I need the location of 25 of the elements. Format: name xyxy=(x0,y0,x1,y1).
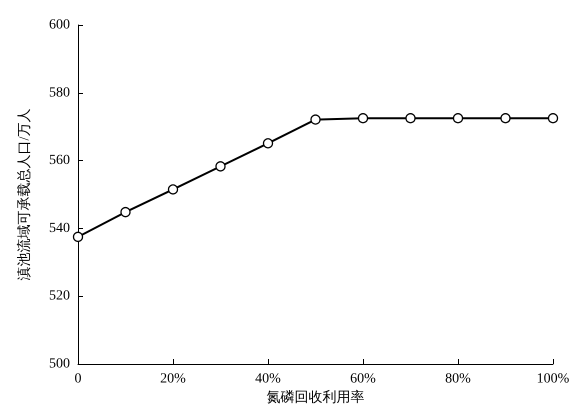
x-axis-title: 氮磷回收利用率 xyxy=(266,389,364,406)
point xyxy=(215,161,226,172)
point xyxy=(310,114,321,125)
point xyxy=(405,113,416,124)
y-axis-title: 滇池流域可承载总人口/万人 xyxy=(16,108,32,280)
x-tick-label: 0 xyxy=(74,372,82,386)
point xyxy=(452,113,464,124)
x-tick-label: 40% xyxy=(255,372,282,386)
point xyxy=(120,206,131,218)
y-tick-label: 580 xyxy=(49,85,70,100)
y-tick-label: 560 xyxy=(49,153,70,168)
y-tick-label: 500 xyxy=(49,356,70,372)
point xyxy=(500,113,511,124)
y-tick-label: 540 xyxy=(49,220,70,236)
point xyxy=(358,113,368,124)
x-tick-label: 20% xyxy=(160,372,186,386)
point xyxy=(262,138,274,148)
x-tick-label: 60% xyxy=(350,372,376,386)
point xyxy=(168,184,178,195)
y-tick-label: 520 xyxy=(49,288,70,304)
point xyxy=(72,232,84,242)
point xyxy=(548,113,558,124)
x-tick-label: 100% xyxy=(536,372,570,386)
x-tick-label: 80% xyxy=(445,372,472,386)
y-tick-label: 600 xyxy=(49,18,70,32)
